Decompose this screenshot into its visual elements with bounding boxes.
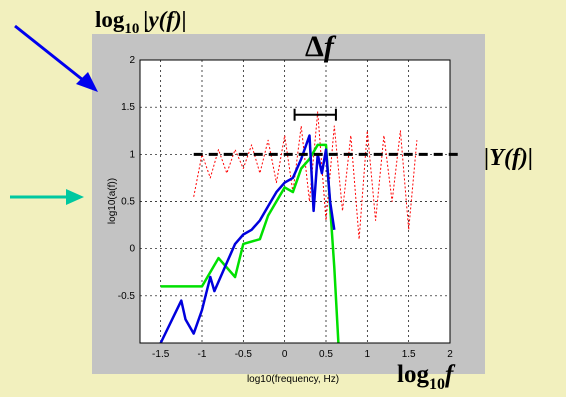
y-tick-label: 0 — [129, 244, 135, 255]
plot-border — [139, 59, 451, 344]
x-tick-label: -0.5 — [235, 349, 253, 360]
series-line-2 — [159, 134, 336, 344]
x-tick-label: 1 — [365, 349, 371, 360]
y-tick-label: 2 — [129, 55, 135, 66]
annotation-log-f: log10f — [397, 361, 456, 392]
x-tick-label: 2 — [447, 349, 453, 360]
y-tick-label: 1 — [129, 149, 135, 160]
annotation-log-y: log10 |y(f)| — [95, 7, 187, 37]
annotation-Y-f: |Y(f)| — [484, 145, 533, 171]
x-tick-label: -1.5 — [152, 349, 170, 360]
annotation-delta-f: Δf — [305, 30, 337, 63]
y-tick-label: -0.5 — [118, 291, 136, 302]
x-tick-label: 1.5 — [402, 349, 416, 360]
x-tick-label: -1 — [198, 349, 207, 360]
x-tick-label: 0.5 — [319, 349, 333, 360]
y-tick-label: 1.5 — [121, 102, 135, 113]
series-line-1 — [160, 143, 340, 344]
grid — [140, 60, 450, 343]
series-layer — [159, 108, 462, 344]
y-axis-label: log10(a(f)) — [107, 178, 118, 224]
x-axis-label: log10(frequency, Hz) — [247, 374, 339, 385]
blue-arrow-head-icon — [76, 72, 98, 92]
tick-labels: -1.5 -1 -0.5 0 0.5 1 1.5 2 -0.5 0 0.5 1 1.5 2 — [118, 55, 453, 360]
x-tick-label: 0 — [282, 349, 288, 360]
teal-arrow-head-icon — [66, 189, 84, 205]
blue-arrow-shaft — [14, 24, 89, 86]
y-tick-label: 0.5 — [121, 197, 135, 208]
